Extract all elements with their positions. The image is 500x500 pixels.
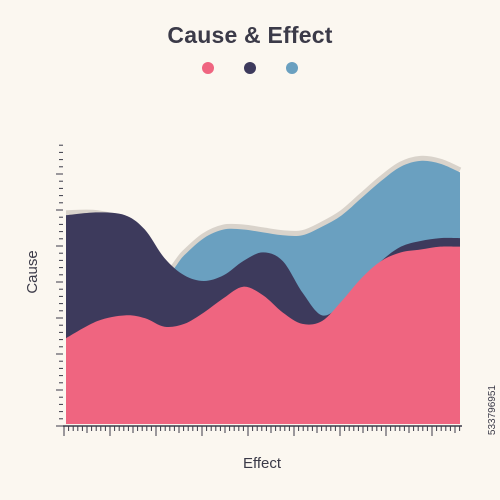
legend-marker-navy <box>244 62 256 74</box>
y-axis-label: Cause <box>24 250 41 293</box>
watermark: 533796951 <box>487 385 498 436</box>
x-axis-label: Effect <box>243 455 282 472</box>
area-series-3 <box>66 246 460 424</box>
chart-areas <box>65 155 462 425</box>
chart-title: Cause & Effect <box>167 22 333 48</box>
legend <box>0 62 500 74</box>
legend-marker-blue <box>286 62 298 74</box>
legend-marker-pink <box>202 62 214 74</box>
y-axis-ticks <box>56 144 63 427</box>
x-axis-ticks <box>63 426 461 436</box>
